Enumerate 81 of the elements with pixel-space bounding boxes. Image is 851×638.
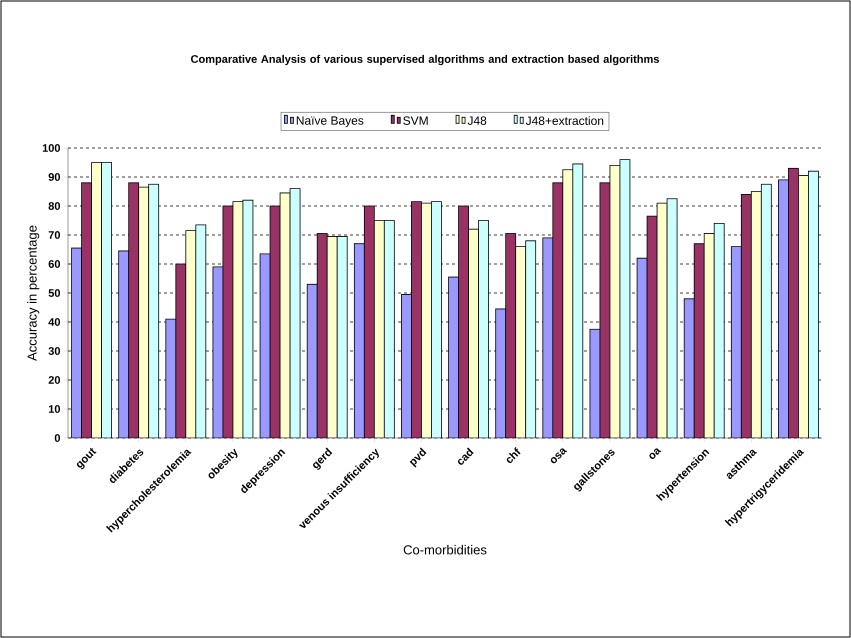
bar — [542, 238, 554, 438]
bar — [280, 192, 290, 438]
bar — [101, 162, 112, 438]
bar — [374, 220, 385, 438]
bar — [242, 200, 254, 438]
x-tick-label: cad — [458, 448, 474, 465]
bar — [704, 233, 715, 438]
y-tick-label: 80 — [48, 202, 60, 210]
bar — [760, 184, 772, 438]
bar — [808, 170, 819, 438]
y-tick-label: 90 — [48, 173, 60, 181]
y-tick-label: 0 — [54, 434, 60, 442]
bar — [730, 246, 742, 438]
bar — [222, 206, 234, 438]
y-tick-label: 70 — [48, 231, 60, 239]
bar — [81, 182, 92, 438]
bar — [270, 206, 280, 438]
legend-label: SVM — [403, 116, 428, 125]
x-tick-label: osa — [550, 448, 567, 464]
bar — [260, 253, 270, 438]
bar — [740, 194, 752, 438]
bar — [750, 191, 762, 438]
bar — [552, 182, 564, 438]
bar — [165, 318, 176, 438]
x-axis-title: Co-morbidities — [404, 544, 486, 554]
bar — [364, 206, 375, 438]
legend-label: J48 — [468, 116, 486, 125]
bar — [468, 228, 479, 438]
bar — [431, 201, 442, 438]
bar — [175, 264, 186, 438]
bar — [778, 180, 789, 438]
bar — [600, 182, 610, 438]
bar — [118, 250, 130, 438]
bar — [505, 233, 516, 438]
legend-label: Naïve Bayes — [296, 116, 364, 128]
y-tick-label: 20 — [48, 376, 60, 384]
y-tick-label: 60 — [48, 260, 60, 268]
x-tick-label: chf — [506, 447, 521, 464]
bar — [478, 220, 489, 438]
bar — [646, 216, 658, 438]
bar — [656, 202, 668, 438]
bar — [354, 243, 365, 438]
bar — [694, 243, 705, 438]
legend-label: J48+extraction — [526, 116, 604, 126]
bar — [336, 236, 348, 438]
bar — [384, 220, 395, 438]
bar — [421, 202, 432, 438]
bar — [525, 240, 536, 438]
bar — [138, 186, 150, 438]
y-tick-label: 40 — [48, 318, 60, 326]
chart-title: Comparative Analysis of various supervised algorithms and extraction based algorithms — [191, 54, 659, 66]
bar — [515, 246, 526, 438]
bar — [316, 233, 328, 438]
y-tick-label: 50 — [48, 289, 60, 297]
bar — [798, 175, 809, 438]
bar — [572, 164, 584, 438]
bar — [195, 224, 206, 438]
bar — [458, 206, 469, 438]
bar — [788, 168, 799, 438]
bar — [306, 284, 318, 438]
bar — [562, 169, 574, 438]
bar — [610, 165, 620, 438]
y-tick-label: 10 — [48, 405, 60, 413]
bar — [620, 159, 630, 438]
bar — [71, 248, 82, 438]
bar — [128, 182, 140, 438]
bar — [495, 308, 506, 438]
bar — [411, 201, 422, 438]
bar — [91, 162, 102, 438]
y-tick-label: 30 — [48, 347, 60, 355]
bar — [148, 184, 160, 438]
bar — [290, 188, 300, 438]
y-axis-title: Accuracy in percentage — [27, 226, 40, 361]
bar — [666, 198, 678, 438]
y-tick-label: 100 — [42, 144, 60, 152]
bar — [232, 201, 244, 438]
bar — [326, 236, 338, 438]
bar — [684, 298, 695, 438]
bar — [714, 223, 725, 438]
bar — [185, 230, 196, 438]
bar — [636, 258, 648, 438]
